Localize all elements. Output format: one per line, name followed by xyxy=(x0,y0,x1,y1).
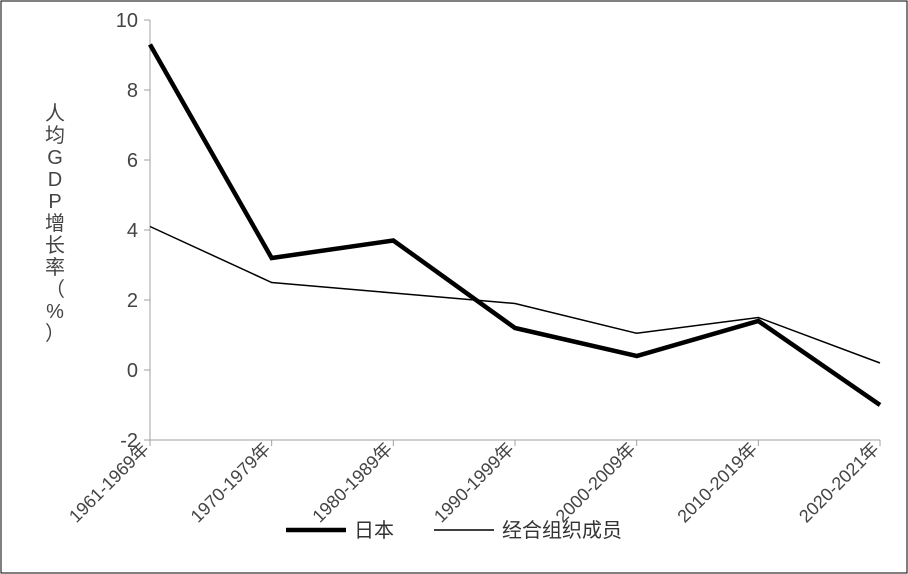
svg-text:P: P xyxy=(48,191,61,213)
svg-text:长: 长 xyxy=(45,234,65,257)
ytick-label: 4 xyxy=(127,220,138,242)
svg-text:增: 增 xyxy=(45,212,65,235)
svg-text:）: ） xyxy=(45,322,65,345)
svg-text:率: 率 xyxy=(45,256,65,279)
ytick-label: 8 xyxy=(127,80,138,102)
ytick-label: 2 xyxy=(127,290,138,312)
svg-text:均: 均 xyxy=(45,124,65,147)
legend-label: 经合组织成员 xyxy=(502,519,622,542)
y-axis-label: 人均GDP增长率（%） xyxy=(45,102,65,345)
chart-svg: -202468101961-1969年1970-1979年1980-1989年1… xyxy=(0,0,908,574)
legend-label: 日本 xyxy=(354,519,394,542)
svg-text:G: G xyxy=(47,147,63,169)
gdp-growth-chart: -202468101961-1969年1970-1979年1980-1989年1… xyxy=(0,0,908,574)
svg-text:人: 人 xyxy=(45,102,65,125)
ytick-label: 0 xyxy=(127,360,138,382)
svg-text:%: % xyxy=(46,301,64,323)
ytick-label: 10 xyxy=(116,10,138,32)
ytick-label: 6 xyxy=(127,150,138,172)
svg-text:D: D xyxy=(48,169,62,191)
svg-text:（: （ xyxy=(45,278,65,301)
